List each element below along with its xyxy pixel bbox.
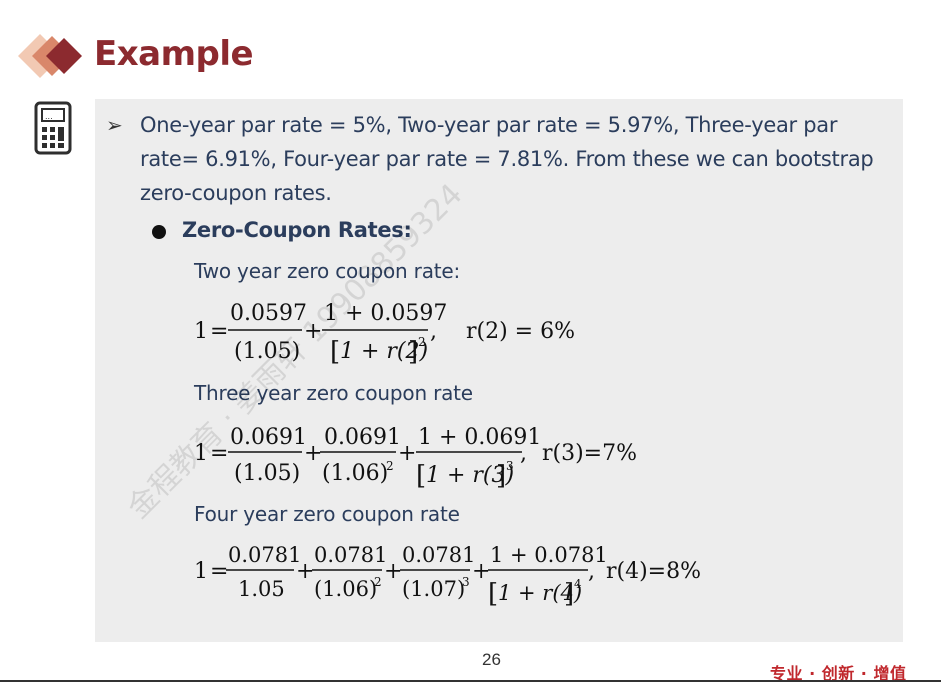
- term4-numerator: 1 + 0.0781: [490, 543, 608, 567]
- term1-denominator: 1.05: [238, 577, 285, 601]
- svg-text:2: 2: [386, 459, 394, 473]
- term2-denominator: (1.06): [314, 577, 377, 601]
- bottom-rule: [0, 680, 941, 682]
- page-number: 26: [482, 650, 501, 669]
- result: r(3)=7%: [542, 441, 637, 466]
- svg-text:,: ,: [520, 441, 527, 466]
- two-year-formula: 1 = 0.0597 (1.05) + 1 + 0.0597 [ 1 + r(2…: [194, 301, 575, 367]
- four-year-label: Four year zero coupon rate: [194, 502, 460, 526]
- svg-text:[: [: [330, 337, 340, 367]
- svg-text:=: =: [210, 319, 228, 344]
- footer-slogan: 专业 · 创新 · 增值: [770, 664, 907, 683]
- slide-title: Example: [94, 34, 254, 74]
- diamond-icon: [18, 34, 82, 78]
- svg-text:+: +: [304, 441, 322, 466]
- arrow-bullet-icon: ➢: [106, 113, 123, 137]
- svg-text:+: +: [304, 319, 322, 344]
- svg-text:=: =: [210, 559, 228, 584]
- term1-numerator: 0.0691: [230, 425, 307, 450]
- svg-text:4: 4: [574, 577, 582, 591]
- svg-text:+: +: [296, 559, 314, 584]
- svg-text:+: +: [398, 441, 416, 466]
- svg-text:]: ]: [408, 337, 418, 367]
- term4-denominator: 1 + r(4): [498, 581, 582, 605]
- svg-text:[: [: [416, 461, 426, 491]
- term2-numerator: 0.0691: [324, 425, 401, 450]
- term1-denominator: (1.05): [234, 461, 300, 486]
- svg-text:,: ,: [588, 559, 595, 584]
- two-year-label: Two year zero coupon rate:: [194, 259, 461, 283]
- svg-text:+: +: [472, 559, 490, 584]
- term1-numerator: 0.0597: [230, 301, 307, 326]
- term1-denominator: (1.05): [234, 339, 300, 364]
- round-bullet-icon: [152, 225, 166, 239]
- result: r(4)=8%: [606, 559, 701, 584]
- term2-denominator: 1 + r(2): [340, 339, 428, 364]
- svg-text:+: +: [384, 559, 402, 584]
- term2-denominator: (1.06): [322, 461, 388, 486]
- term3-numerator: 1 + 0.0691: [418, 425, 541, 450]
- svg-text:[: [: [488, 579, 498, 609]
- term2-numerator: 1 + 0.0597: [324, 301, 447, 326]
- formula-lhs: 1: [194, 319, 208, 344]
- result: r(2) = 6%: [466, 319, 575, 344]
- svg-text:]: ]: [564, 579, 574, 609]
- term3-denominator: 1 + r(3): [426, 463, 514, 488]
- calculator-icon: ...: [34, 101, 72, 155]
- svg-text:=: =: [210, 441, 228, 466]
- term1-numerator: 0.0781: [228, 543, 301, 567]
- svg-text:]: ]: [496, 461, 506, 491]
- svg-text:1: 1: [194, 559, 208, 584]
- term3-denominator: (1.07): [402, 577, 465, 601]
- term2-exponent: 2: [418, 335, 426, 349]
- svg-text:,: ,: [430, 319, 437, 344]
- content-panel: [95, 99, 903, 642]
- three-year-formula: 1 = 0.0691 (1.05) + 0.0691 (1.06) 2 + 1 …: [194, 425, 637, 491]
- svg-text:3: 3: [462, 575, 470, 589]
- three-year-label: Three year zero coupon rate: [194, 381, 473, 405]
- svg-text:3: 3: [506, 459, 514, 473]
- svg-text:2: 2: [374, 575, 382, 589]
- svg-text:1: 1: [194, 441, 208, 466]
- four-year-formula: 1 = 0.0781 1.05 + 0.0781 (1.06) 2 + 0.07…: [194, 543, 701, 609]
- term2-numerator: 0.0781: [314, 543, 387, 567]
- term3-numerator: 0.0781: [402, 543, 475, 567]
- intro-paragraph: One-year par rate = 5%, Two-year par rat…: [140, 113, 874, 205]
- sub-heading: Zero-Coupon Rates:: [182, 218, 412, 242]
- svg-text:...: ...: [45, 112, 53, 121]
